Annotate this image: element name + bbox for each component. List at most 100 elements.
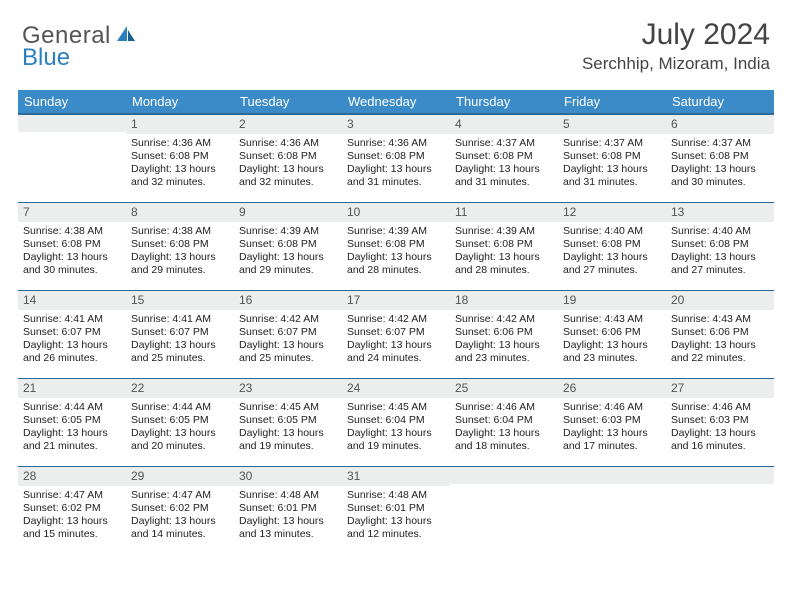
calendar-cell: 29Sunrise: 4:47 AMSunset: 6:02 PMDayligh… [126,466,234,554]
calendar-cell: 26Sunrise: 4:46 AMSunset: 6:03 PMDayligh… [558,378,666,466]
day-content: Sunrise: 4:40 AMSunset: 6:08 PMDaylight:… [666,222,774,283]
sunset-line: Sunset: 6:01 PM [239,502,337,515]
day-content: Sunrise: 4:48 AMSunset: 6:01 PMDaylight:… [342,486,450,547]
day-content: Sunrise: 4:42 AMSunset: 6:07 PMDaylight:… [342,310,450,371]
calendar-cell: 27Sunrise: 4:46 AMSunset: 6:03 PMDayligh… [666,378,774,466]
day-header: Thursday [450,90,558,114]
sunset-line: Sunset: 6:07 PM [239,326,337,339]
day-number: 1 [126,114,234,134]
day-content: Sunrise: 4:39 AMSunset: 6:08 PMDaylight:… [342,222,450,283]
day-number-empty [18,114,126,132]
calendar-cell [666,466,774,554]
day-content: Sunrise: 4:46 AMSunset: 6:03 PMDaylight:… [558,398,666,459]
daylight-line: Daylight: 13 hours and 19 minutes. [347,427,445,453]
calendar-cell: 9Sunrise: 4:39 AMSunset: 6:08 PMDaylight… [234,202,342,290]
calendar-cell: 20Sunrise: 4:43 AMSunset: 6:06 PMDayligh… [666,290,774,378]
day-number: 27 [666,378,774,398]
day-content: Sunrise: 4:44 AMSunset: 6:05 PMDaylight:… [126,398,234,459]
calendar-cell: 4Sunrise: 4:37 AMSunset: 6:08 PMDaylight… [450,114,558,202]
calendar-row: 14Sunrise: 4:41 AMSunset: 6:07 PMDayligh… [18,290,774,378]
sunset-line: Sunset: 6:08 PM [347,238,445,251]
calendar-cell: 1Sunrise: 4:36 AMSunset: 6:08 PMDaylight… [126,114,234,202]
calendar-header-row: SundayMondayTuesdayWednesdayThursdayFrid… [18,90,774,114]
day-number: 2 [234,114,342,134]
day-number: 25 [450,378,558,398]
sunset-line: Sunset: 6:08 PM [347,150,445,163]
day-number: 26 [558,378,666,398]
daylight-line: Daylight: 13 hours and 25 minutes. [131,339,229,365]
day-content: Sunrise: 4:48 AMSunset: 6:01 PMDaylight:… [234,486,342,547]
day-content: Sunrise: 4:36 AMSunset: 6:08 PMDaylight:… [342,134,450,195]
sunset-line: Sunset: 6:08 PM [131,150,229,163]
sunrise-line: Sunrise: 4:39 AM [347,225,445,238]
day-number: 20 [666,290,774,310]
sunrise-line: Sunrise: 4:48 AM [239,489,337,502]
day-number: 31 [342,466,450,486]
day-content: Sunrise: 4:46 AMSunset: 6:03 PMDaylight:… [666,398,774,459]
calendar-cell: 30Sunrise: 4:48 AMSunset: 6:01 PMDayligh… [234,466,342,554]
sunrise-line: Sunrise: 4:45 AM [239,401,337,414]
day-content: Sunrise: 4:46 AMSunset: 6:04 PMDaylight:… [450,398,558,459]
sunset-line: Sunset: 6:08 PM [131,238,229,251]
daylight-line: Daylight: 13 hours and 19 minutes. [239,427,337,453]
day-number: 5 [558,114,666,134]
sunset-line: Sunset: 6:05 PM [131,414,229,427]
day-number: 8 [126,202,234,222]
sunrise-line: Sunrise: 4:47 AM [23,489,121,502]
sunset-line: Sunset: 6:01 PM [347,502,445,515]
day-number: 18 [450,290,558,310]
daylight-line: Daylight: 13 hours and 31 minutes. [455,163,553,189]
calendar-cell: 19Sunrise: 4:43 AMSunset: 6:06 PMDayligh… [558,290,666,378]
day-number: 23 [234,378,342,398]
sunrise-line: Sunrise: 4:48 AM [347,489,445,502]
day-content: Sunrise: 4:45 AMSunset: 6:05 PMDaylight:… [234,398,342,459]
day-number: 30 [234,466,342,486]
day-number: 11 [450,202,558,222]
sunset-line: Sunset: 6:06 PM [671,326,769,339]
header: General July 2024 Serchhip, Mizoram, Ind… [0,0,792,82]
day-header: Tuesday [234,90,342,114]
sunrise-line: Sunrise: 4:37 AM [455,137,553,150]
day-content: Sunrise: 4:45 AMSunset: 6:04 PMDaylight:… [342,398,450,459]
sunset-line: Sunset: 6:03 PM [563,414,661,427]
calendar-cell: 23Sunrise: 4:45 AMSunset: 6:05 PMDayligh… [234,378,342,466]
sunset-line: Sunset: 6:08 PM [563,238,661,251]
day-content: Sunrise: 4:44 AMSunset: 6:05 PMDaylight:… [18,398,126,459]
calendar-cell: 28Sunrise: 4:47 AMSunset: 6:02 PMDayligh… [18,466,126,554]
sunset-line: Sunset: 6:08 PM [239,150,337,163]
sunrise-line: Sunrise: 4:36 AM [131,137,229,150]
sunrise-line: Sunrise: 4:45 AM [347,401,445,414]
sunset-line: Sunset: 6:02 PM [131,502,229,515]
calendar-row: 28Sunrise: 4:47 AMSunset: 6:02 PMDayligh… [18,466,774,554]
sunrise-line: Sunrise: 4:38 AM [23,225,121,238]
day-number: 17 [342,290,450,310]
calendar-cell: 10Sunrise: 4:39 AMSunset: 6:08 PMDayligh… [342,202,450,290]
sunset-line: Sunset: 6:08 PM [455,238,553,251]
calendar-cell [18,114,126,202]
day-content: Sunrise: 4:36 AMSunset: 6:08 PMDaylight:… [234,134,342,195]
sunrise-line: Sunrise: 4:42 AM [347,313,445,326]
sunset-line: Sunset: 6:04 PM [347,414,445,427]
daylight-line: Daylight: 13 hours and 24 minutes. [347,339,445,365]
day-content: Sunrise: 4:41 AMSunset: 6:07 PMDaylight:… [126,310,234,371]
sunset-line: Sunset: 6:07 PM [23,326,121,339]
day-content: Sunrise: 4:36 AMSunset: 6:08 PMDaylight:… [126,134,234,195]
calendar-cell: 25Sunrise: 4:46 AMSunset: 6:04 PMDayligh… [450,378,558,466]
sunrise-line: Sunrise: 4:43 AM [671,313,769,326]
calendar-cell: 24Sunrise: 4:45 AMSunset: 6:04 PMDayligh… [342,378,450,466]
sunrise-line: Sunrise: 4:41 AM [23,313,121,326]
day-content: Sunrise: 4:39 AMSunset: 6:08 PMDaylight:… [450,222,558,283]
sunset-line: Sunset: 6:08 PM [23,238,121,251]
sunset-line: Sunset: 6:08 PM [671,150,769,163]
day-content: Sunrise: 4:43 AMSunset: 6:06 PMDaylight:… [666,310,774,371]
day-content: Sunrise: 4:47 AMSunset: 6:02 PMDaylight:… [18,486,126,547]
sunrise-line: Sunrise: 4:40 AM [671,225,769,238]
daylight-line: Daylight: 13 hours and 21 minutes. [23,427,121,453]
day-header: Wednesday [342,90,450,114]
day-content: Sunrise: 4:37 AMSunset: 6:08 PMDaylight:… [666,134,774,195]
day-content: Sunrise: 4:41 AMSunset: 6:07 PMDaylight:… [18,310,126,371]
sunset-line: Sunset: 6:08 PM [455,150,553,163]
sunrise-line: Sunrise: 4:37 AM [671,137,769,150]
day-number-empty [450,466,558,484]
daylight-line: Daylight: 13 hours and 18 minutes. [455,427,553,453]
